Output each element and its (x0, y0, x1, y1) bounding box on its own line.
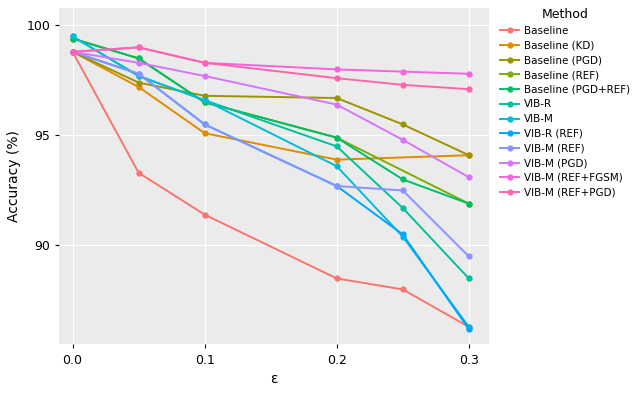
VIB-M (PGD) (135, 61, 143, 65)
VIB-R (68, 34, 76, 39)
Baseline (REF) (68, 36, 76, 41)
Baseline (PGD+REF) (333, 135, 340, 140)
VIB-M (REF+FGSM) (399, 69, 406, 74)
VIB-M (399, 234, 406, 239)
VIB-M (REF+FGSM) (135, 45, 143, 50)
Baseline (465, 325, 473, 329)
VIB-M (REF) (68, 50, 76, 54)
VIB-M (PGD) (68, 50, 76, 54)
VIB-M (REF) (333, 184, 340, 188)
Baseline (333, 276, 340, 281)
VIB-M (REF+FGSM) (68, 50, 76, 54)
VIB-M (REF+PGD) (399, 83, 406, 87)
VIB-M (PGD) (465, 175, 473, 180)
VIB-M (REF+FGSM) (333, 67, 340, 72)
VIB-M (REF+PGD) (465, 87, 473, 92)
VIB-R (399, 206, 406, 210)
VIB-M (PGD) (399, 138, 406, 142)
VIB-M (68, 34, 76, 39)
Baseline (KD) (68, 50, 76, 54)
Baseline (PGD+REF) (201, 100, 209, 105)
VIB-R (REF) (465, 327, 473, 331)
Baseline (135, 171, 143, 175)
Baseline (REF) (201, 100, 209, 105)
Line: Baseline (PGD): Baseline (PGD) (70, 50, 471, 158)
X-axis label: ε: ε (270, 372, 278, 386)
VIB-R (465, 276, 473, 281)
Baseline (68, 50, 76, 54)
Baseline (PGD) (135, 80, 143, 85)
VIB-M (REF) (135, 72, 143, 76)
Baseline (REF) (333, 135, 340, 140)
VIB-M (333, 164, 340, 169)
VIB-R (REF) (68, 50, 76, 54)
Baseline (PGD) (465, 153, 473, 158)
Baseline (KD) (333, 157, 340, 162)
Baseline (PGD) (201, 94, 209, 98)
VIB-R (333, 144, 340, 149)
Line: Baseline (REF): Baseline (REF) (70, 36, 471, 206)
Line: Baseline (PGD+REF): Baseline (PGD+REF) (70, 36, 471, 206)
Line: VIB-M: VIB-M (70, 34, 471, 329)
Y-axis label: Accuracy (%): Accuracy (%) (7, 130, 21, 222)
Legend: Baseline, Baseline (KD), Baseline (PGD), Baseline (REF), Baseline (PGD+REF), VIB: Baseline, Baseline (KD), Baseline (PGD),… (498, 6, 632, 200)
VIB-M (REF+FGSM) (465, 72, 473, 76)
VIB-M (REF) (399, 188, 406, 193)
VIB-R (201, 98, 209, 103)
VIB-M (465, 325, 473, 329)
Baseline (399, 287, 406, 292)
Line: VIB-M (REF+FGSM): VIB-M (REF+FGSM) (70, 45, 471, 76)
Baseline (PGD) (399, 122, 406, 127)
Line: VIB-R: VIB-R (70, 34, 471, 281)
Baseline (KD) (465, 153, 473, 158)
Baseline (201, 212, 209, 217)
VIB-M (REF+PGD) (135, 45, 143, 50)
VIB-R (REF) (399, 232, 406, 237)
Baseline (KD) (201, 131, 209, 136)
Baseline (PGD+REF) (399, 177, 406, 182)
VIB-M (REF+PGD) (333, 76, 340, 81)
Baseline (PGD) (68, 50, 76, 54)
Line: VIB-M (PGD): VIB-M (PGD) (70, 50, 471, 180)
Baseline (PGD+REF) (135, 56, 143, 61)
VIB-M (135, 73, 143, 78)
Line: VIB-R (REF): VIB-R (REF) (70, 50, 471, 332)
VIB-R (REF) (135, 72, 143, 76)
VIB-M (PGD) (333, 102, 340, 107)
VIB-R (REF) (333, 184, 340, 188)
VIB-R (REF) (201, 122, 209, 127)
Baseline (PGD+REF) (68, 36, 76, 41)
Baseline (KD) (135, 84, 143, 89)
VIB-M (REF+PGD) (201, 61, 209, 65)
Baseline (REF) (135, 56, 143, 61)
Line: Baseline (KD): Baseline (KD) (70, 50, 471, 162)
VIB-M (REF+PGD) (68, 50, 76, 54)
Line: VIB-M (REF+PGD): VIB-M (REF+PGD) (70, 45, 471, 92)
Baseline (PGD) (333, 95, 340, 100)
VIB-M (201, 98, 209, 103)
VIB-M (REF) (201, 122, 209, 127)
Baseline (PGD+REF) (465, 201, 473, 206)
VIB-M (REF) (465, 254, 473, 259)
Line: Baseline: Baseline (70, 50, 471, 329)
VIB-M (REF+FGSM) (201, 61, 209, 65)
VIB-R (135, 73, 143, 78)
Line: VIB-M (REF): VIB-M (REF) (70, 50, 471, 259)
VIB-M (PGD) (201, 73, 209, 78)
Baseline (REF) (465, 201, 473, 206)
